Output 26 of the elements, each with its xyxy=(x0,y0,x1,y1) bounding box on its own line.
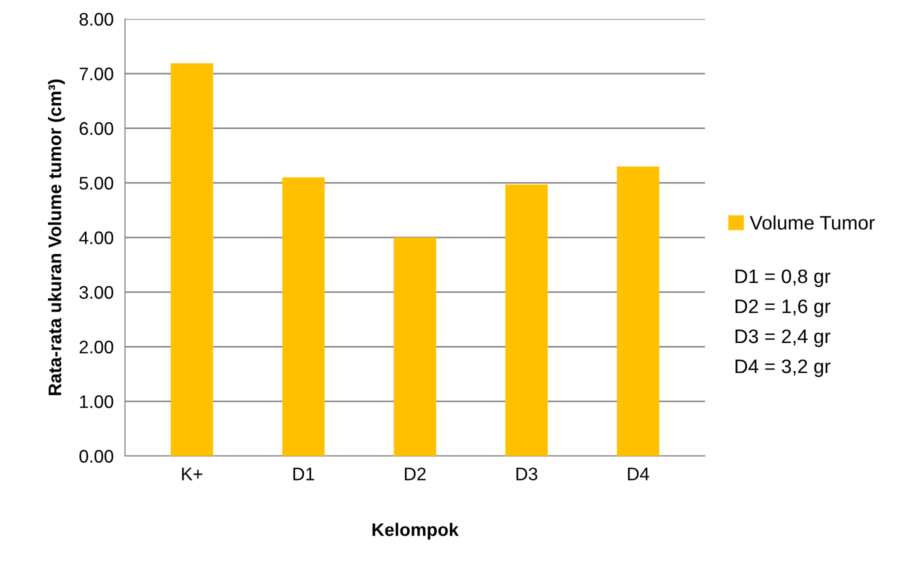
bar xyxy=(616,166,660,456)
y-tick-label: 3.00 xyxy=(79,286,114,299)
text: D4 = 3,2 gr xyxy=(736,359,830,378)
y-tick-label: 5.00 xyxy=(79,176,114,190)
y-tick-label: 0.00 xyxy=(79,450,114,463)
text: D3 = 2,4 gr xyxy=(736,329,830,348)
bar xyxy=(282,177,325,456)
y-tick-label: 1.00 xyxy=(80,395,114,408)
y-tick-label: 4.00 xyxy=(79,231,114,244)
text: D1 = 0,8 gr xyxy=(736,269,830,288)
bar xyxy=(394,238,436,456)
y-tick-label: 6.00 xyxy=(80,122,114,135)
y-tick-label: 7.00 xyxy=(80,68,114,80)
x-tick-label: D3 xyxy=(516,468,538,480)
y-axis-title: Rata-rata ukuran Volume tumor (cm³) xyxy=(48,80,65,396)
x-tick-label: K+ xyxy=(182,468,202,480)
legend-label: Volume Tumor xyxy=(750,215,875,230)
bar xyxy=(170,63,214,456)
text: D2 = 1,6 gr xyxy=(736,299,830,318)
x-axis-title: Kelompok xyxy=(372,522,459,540)
x-tick-label: D1 xyxy=(293,468,314,480)
y-tick-label: 2.00 xyxy=(80,340,114,354)
x-tick-label: D4 xyxy=(628,468,650,480)
y-tick-label: 8.00 xyxy=(80,12,114,26)
bar xyxy=(505,184,548,456)
x-tick-label: D2 xyxy=(404,468,426,480)
